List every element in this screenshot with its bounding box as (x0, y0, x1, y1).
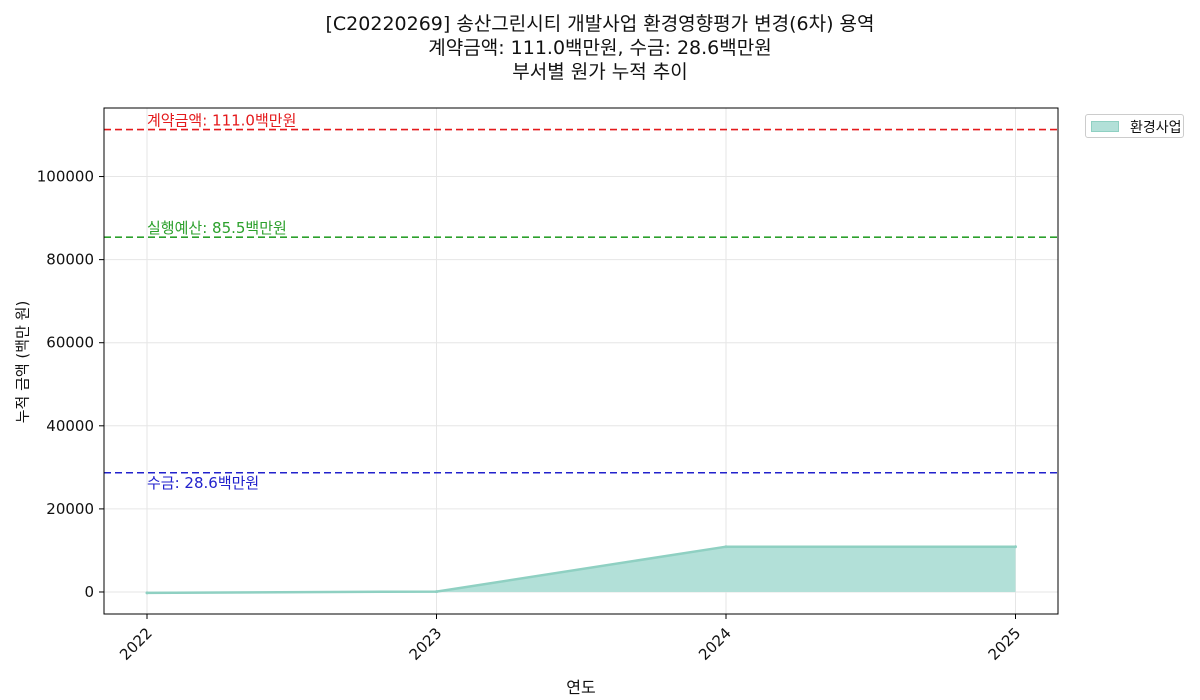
y-tick-label: 0 (84, 583, 94, 601)
x-axis-label: 연도 (566, 678, 596, 697)
x-tick-label: 2024 (695, 624, 735, 664)
y-tick-label: 80000 (46, 251, 94, 269)
data-point (435, 590, 438, 594)
y-tick-label: 20000 (46, 500, 94, 518)
chart-subtitle-2: 부서별 원가 누적 추이 (512, 61, 688, 83)
chart-subtitle: 계약금액: 111.0백만원, 수금: 28.6백만원 (428, 37, 772, 59)
x-tick-label: 2022 (116, 624, 156, 664)
data-point (724, 545, 728, 549)
legend-label: 환경사업 (1130, 120, 1182, 136)
reference-label-collection: 수금: 28.6백만원 (147, 474, 259, 492)
legend-swatch (1091, 121, 1119, 132)
data-point (145, 591, 149, 595)
y-axis-label: 누적 금액 (백만 원) (13, 300, 32, 424)
chart-title: [C20220269] 송산그린시티 개발사업 환경영향평가 변경(6차) 용역 (325, 13, 875, 35)
x-tick-label: 2023 (406, 624, 446, 664)
y-tick-label: 100000 (37, 168, 94, 186)
y-tick-label: 60000 (46, 334, 94, 352)
plot-frame (103, 107, 1059, 615)
x-tick-label: 2025 (985, 624, 1025, 664)
y-tick-label: 40000 (46, 417, 94, 435)
data-point (1014, 545, 1017, 549)
reference-label-budget: 실행예산: 85.5백만원 (147, 219, 287, 237)
area-series-line (146, 545, 1016, 595)
legend: 환경사업 (1085, 114, 1184, 138)
reference-label-contract: 계약금액: 111.0백만원 (147, 112, 296, 130)
